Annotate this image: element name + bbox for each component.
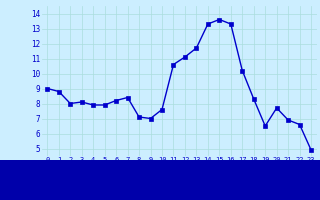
X-axis label: Graphe des températures (°C): Graphe des températures (°C) <box>108 166 251 176</box>
